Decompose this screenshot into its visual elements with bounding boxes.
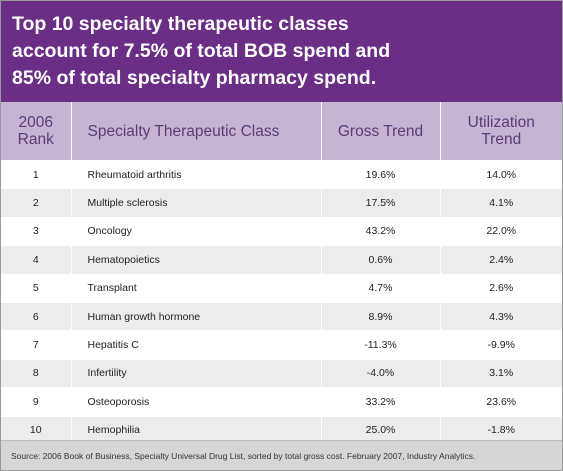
- utilization-trend-cell: 3.1%: [440, 358, 562, 388]
- table-row: 1 Rheumatoid arthritis 19.6% 14.0%: [1, 159, 562, 189]
- chart-title: Top 10 specialty therapeutic classes acc…: [12, 13, 391, 89]
- rank-cell: 10: [1, 415, 72, 444]
- rank-cell: 3: [1, 216, 72, 246]
- header-rank: 2006 Rank: [1, 102, 72, 161]
- rank-cell: 6: [1, 301, 72, 331]
- gross-trend-cell: -11.3%: [321, 330, 441, 360]
- rank-cell: 2: [1, 188, 72, 218]
- table-row: 6 Human growth hormone 8.9% 4.3%: [1, 301, 562, 331]
- table-row: 7 Hepatitis C -11.3% -9.9%: [1, 330, 562, 360]
- class-cell: Multiple sclerosis: [71, 188, 322, 218]
- class-cell: Infertility: [71, 358, 322, 388]
- gross-trend-cell: 4.7%: [321, 273, 441, 303]
- gross-trend-cell: 0.6%: [321, 245, 441, 275]
- utilization-trend-cell: 14.0%: [440, 159, 562, 189]
- class-cell: Hematopoietics: [71, 245, 322, 275]
- utilization-trend-cell: -1.8%: [440, 415, 562, 444]
- gross-trend-cell: 43.2%: [321, 216, 441, 246]
- class-cell: Rheumatoid arthritis: [71, 159, 322, 189]
- class-cell: Hepatitis C: [71, 330, 322, 360]
- header-class: Specialty Therapeutic Class: [71, 102, 322, 161]
- utilization-trend-cell: 4.1%: [440, 188, 562, 218]
- rank-cell: 4: [1, 245, 72, 275]
- header-utilization-trend: Utilization Trend: [440, 102, 562, 161]
- table-row: 4 Hematopoietics 0.6% 2.4%: [1, 245, 562, 275]
- utilization-trend-cell: 2.4%: [440, 245, 562, 275]
- gross-trend-cell: 19.6%: [321, 159, 441, 189]
- gross-trend-cell: 25.0%: [321, 415, 441, 444]
- header-gross-trend: Gross Trend: [321, 102, 441, 161]
- gross-trend-cell: 8.9%: [321, 301, 441, 331]
- class-cell: Hemophilia: [71, 415, 322, 444]
- class-cell: Transplant: [71, 273, 322, 303]
- rank-cell: 9: [1, 387, 72, 417]
- gross-trend-cell: 33.2%: [321, 387, 441, 417]
- gross-trend-cell: 17.5%: [321, 188, 441, 218]
- table-row: 8 Infertility -4.0% 3.1%: [1, 358, 562, 388]
- utilization-trend-cell: 4.3%: [440, 301, 562, 331]
- rank-cell: 7: [1, 330, 72, 360]
- utilization-trend-cell: -9.9%: [440, 330, 562, 360]
- rank-cell: 8: [1, 358, 72, 388]
- utilization-trend-cell: 23.6%: [440, 387, 562, 417]
- rank-cell: 1: [1, 159, 72, 189]
- class-cell: Oncology: [71, 216, 322, 246]
- utilization-trend-cell: 22.0%: [440, 216, 562, 246]
- table-body: 1 Rheumatoid arthritis 19.6% 14.0% 2 Multiple…: [1, 159, 562, 444]
- table-row: 5 Transplant 4.7% 2.6%: [1, 273, 562, 303]
- table-row: 9 Osteoporosis 33.2% 23.6%: [1, 387, 562, 417]
- table-row: 10 Hemophilia 25.0% -1.8%: [1, 415, 562, 444]
- title-band: Top 10 specialty therapeutic classes acc…: [1, 1, 562, 102]
- rank-cell: 5: [1, 273, 72, 303]
- source-note: Source: 2006 Book of Business, Specialty…: [1, 440, 562, 470]
- table-row: 3 Oncology 43.2% 22.0%: [1, 216, 562, 246]
- header-row: 2006 Rank Specialty Therapeutic Class Gr…: [1, 102, 562, 161]
- specialty-class-table: 2006 Rank Specialty Therapeutic Class Gr…: [1, 102, 562, 444]
- table-row: 2 Multiple sclerosis 17.5% 4.1%: [1, 188, 562, 218]
- class-cell: Human growth hormone: [71, 301, 322, 331]
- utilization-trend-cell: 2.6%: [440, 273, 562, 303]
- class-cell: Osteoporosis: [71, 387, 322, 417]
- gross-trend-cell: -4.0%: [321, 358, 441, 388]
